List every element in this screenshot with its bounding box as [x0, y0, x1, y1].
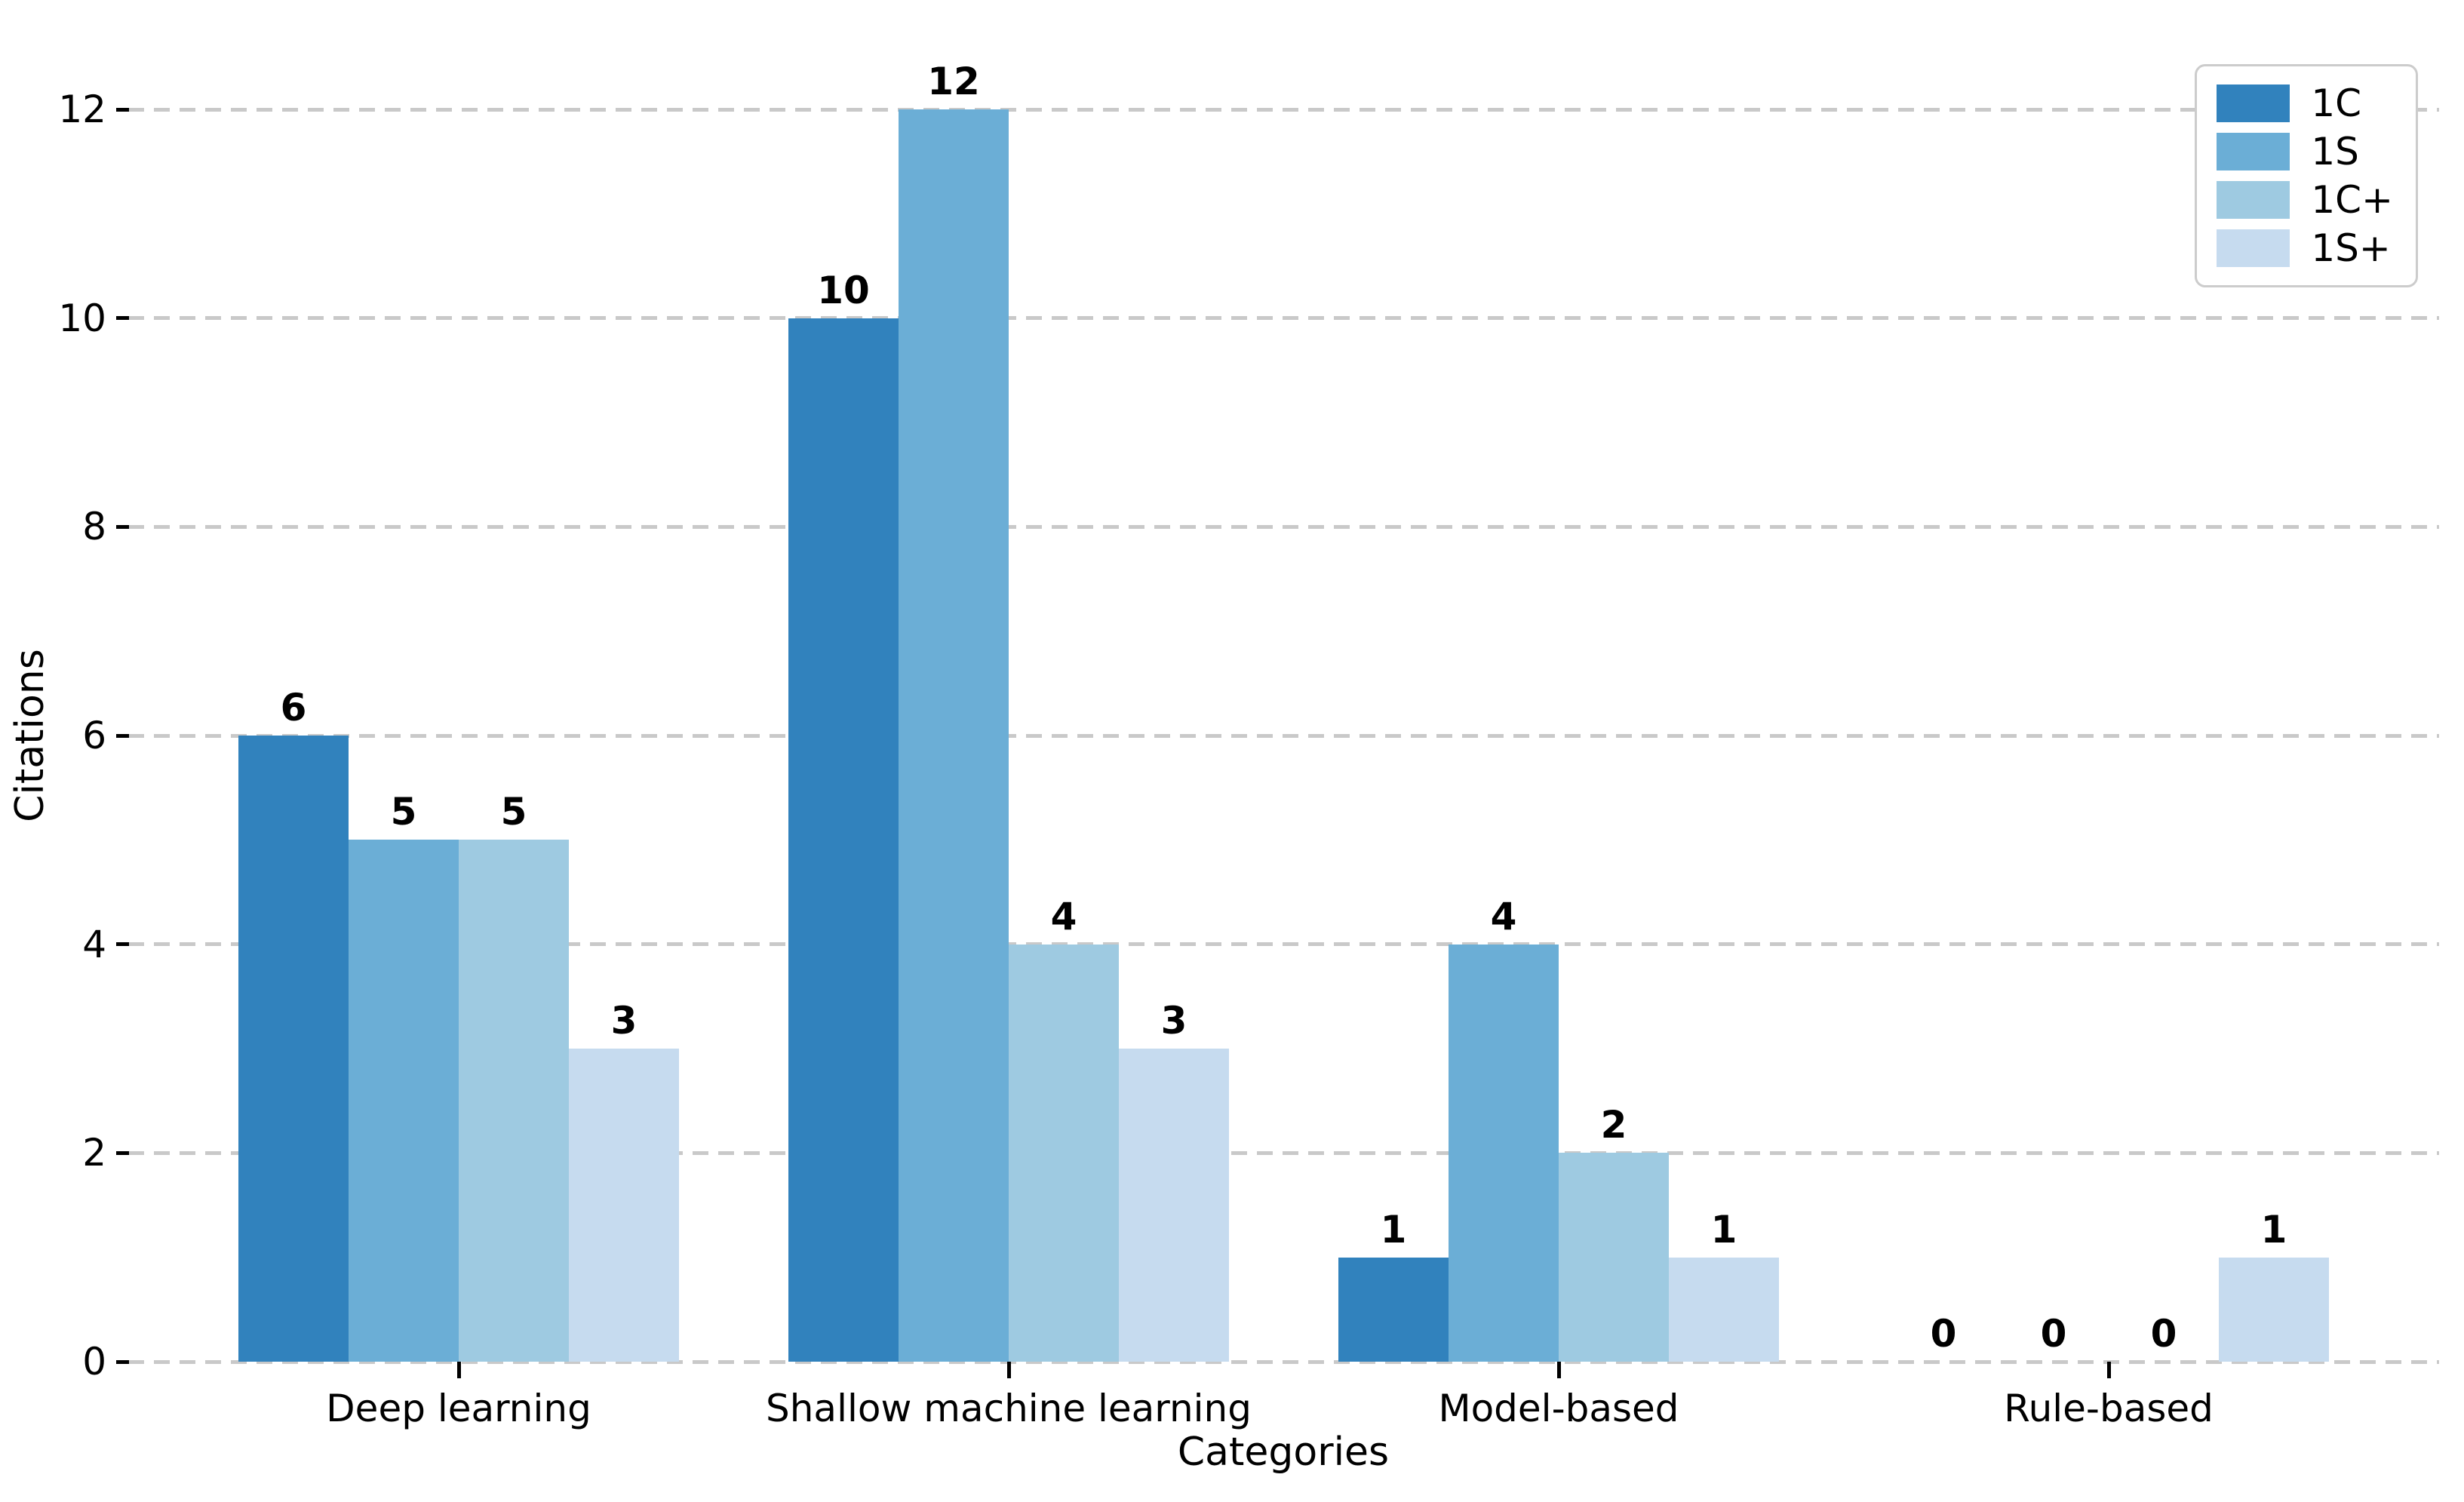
legend-swatch-1C+: [2217, 181, 2290, 219]
bar-value-label: 10: [817, 268, 870, 312]
bar-value-label: 3: [610, 999, 638, 1043]
legend-entry-1C+: 1C+: [2217, 181, 2393, 219]
bar-value-label: 5: [390, 790, 417, 834]
x-tick: [456, 1362, 461, 1378]
y-tick-label: 2: [82, 1131, 106, 1175]
y-tick: [116, 1359, 129, 1364]
legend: 1C 1S 1C+ 1S+: [2195, 64, 2418, 287]
legend-swatch-1S+: [2217, 229, 2290, 267]
bar-value-label: 3: [1160, 999, 1187, 1043]
legend-swatch-1C: [2217, 84, 2290, 122]
bar-1S+-model-based: [1669, 1257, 1779, 1362]
x-axis-label: Categories: [1177, 1430, 1390, 1475]
gridline-y12: [128, 107, 2439, 112]
y-tick-label: 8: [82, 505, 106, 549]
bar-1C-shallow-machine-learning: [788, 318, 899, 1362]
bar-value-label: 4: [1490, 894, 1517, 938]
gridline-y10: [128, 316, 2439, 321]
y-tick: [116, 1150, 129, 1155]
x-tick-label-model-based: Model-based: [1438, 1387, 1679, 1430]
bar-1S+-shallow-machine-learning: [1119, 1049, 1229, 1362]
y-tick-label: 4: [82, 922, 106, 966]
bar-1C-deep-learning: [238, 736, 349, 1362]
y-tick-label: 12: [58, 88, 106, 132]
bar-1C-model-based: [1338, 1257, 1449, 1362]
legend-entry-1S: 1S: [2217, 133, 2393, 170]
y-tick-label: 10: [58, 296, 106, 340]
bar-value-label: 12: [927, 60, 980, 104]
bar-value-label: 1: [1380, 1207, 1407, 1252]
y-axis-label: Citations: [8, 649, 53, 822]
bar-value-label: 5: [500, 790, 527, 834]
bar-value-label: 1: [1710, 1207, 1737, 1252]
x-tick: [1556, 1362, 1561, 1378]
y-tick: [116, 733, 129, 738]
legend-entry-1C: 1C: [2217, 84, 2393, 122]
x-tick-label-rule-based: Rule-based: [2004, 1387, 2214, 1430]
y-tick: [116, 316, 129, 321]
bar-1C+-deep-learning: [459, 840, 569, 1362]
x-tick: [2106, 1362, 2111, 1378]
x-tick-label-deep-learning: Deep learning: [326, 1387, 591, 1430]
y-tick: [116, 942, 129, 947]
legend-label-1C: 1C: [2311, 81, 2362, 125]
bar-1S-shallow-machine-learning: [899, 109, 1009, 1362]
bar-value-label: 0: [2040, 1312, 2067, 1356]
bar-value-label: 0: [2150, 1312, 2177, 1356]
bar-1C+-model-based: [1559, 1153, 1669, 1362]
y-tick-label: 0: [82, 1340, 106, 1384]
bar-1S+-rule-based: [2219, 1257, 2329, 1362]
gridline-y0: [128, 1359, 2439, 1364]
legend-label-1S+: 1S+: [2311, 226, 2391, 270]
gridline-y8: [128, 524, 2439, 529]
gridline-y2: [128, 1150, 2439, 1155]
y-tick-label: 6: [82, 714, 106, 758]
bar-1S-deep-learning: [349, 840, 459, 1362]
legend-label-1C+: 1C+: [2311, 178, 2393, 222]
y-tick: [116, 524, 129, 529]
legend-label-1S: 1S: [2311, 130, 2359, 174]
x-tick: [1006, 1362, 1011, 1378]
bar-value-label: 6: [280, 686, 307, 730]
x-tick-label-shallow-machine-learning: Shallow machine learning: [766, 1387, 1252, 1430]
bar-1S-model-based: [1449, 944, 1559, 1362]
gridline-y6: [128, 733, 2439, 738]
gridline-y4: [128, 942, 2439, 947]
legend-swatch-1S: [2217, 133, 2290, 170]
bar-1S+-deep-learning: [569, 1049, 679, 1362]
bar-value-label: 2: [1600, 1103, 1627, 1147]
bar-1C+-shallow-machine-learning: [1009, 944, 1119, 1362]
bar-value-label: 4: [1050, 894, 1077, 938]
legend-entry-1S+: 1S+: [2217, 229, 2393, 267]
bar-value-label: 0: [1930, 1312, 1957, 1356]
bar-value-label: 1: [2260, 1207, 2287, 1252]
y-tick: [116, 107, 129, 112]
